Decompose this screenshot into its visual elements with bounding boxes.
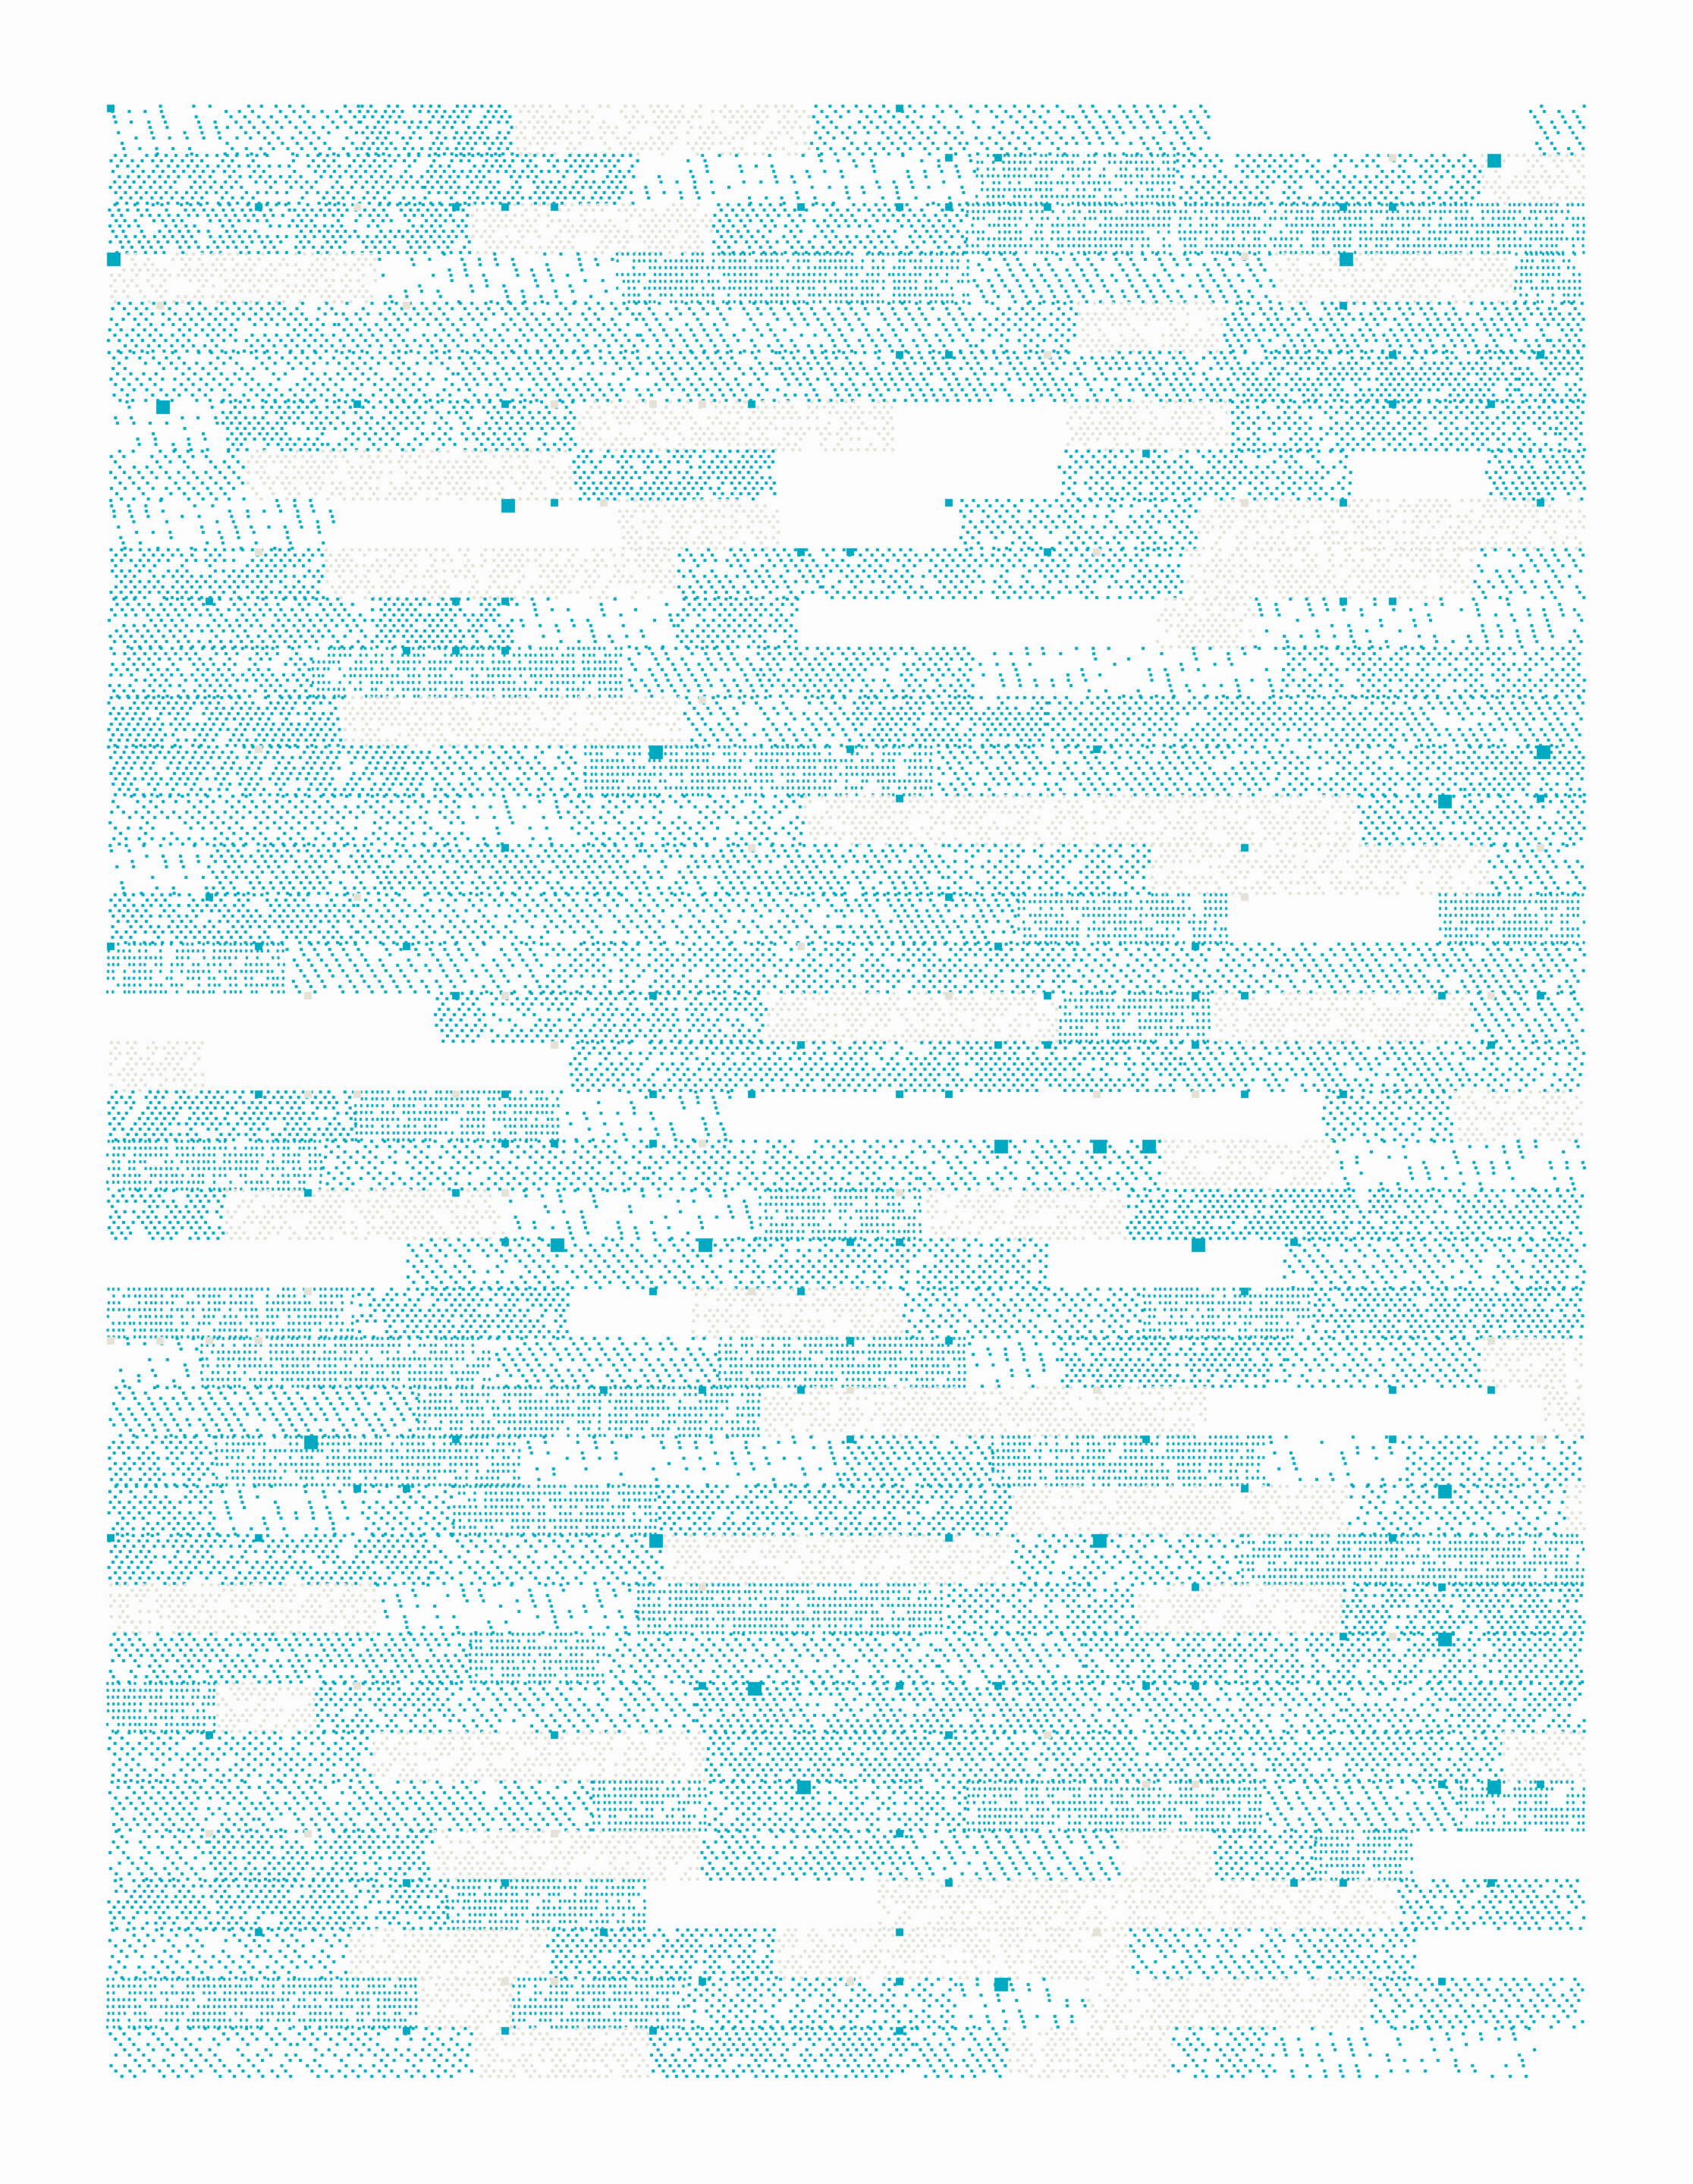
generative-pattern-artwork	[0, 0, 1693, 2184]
